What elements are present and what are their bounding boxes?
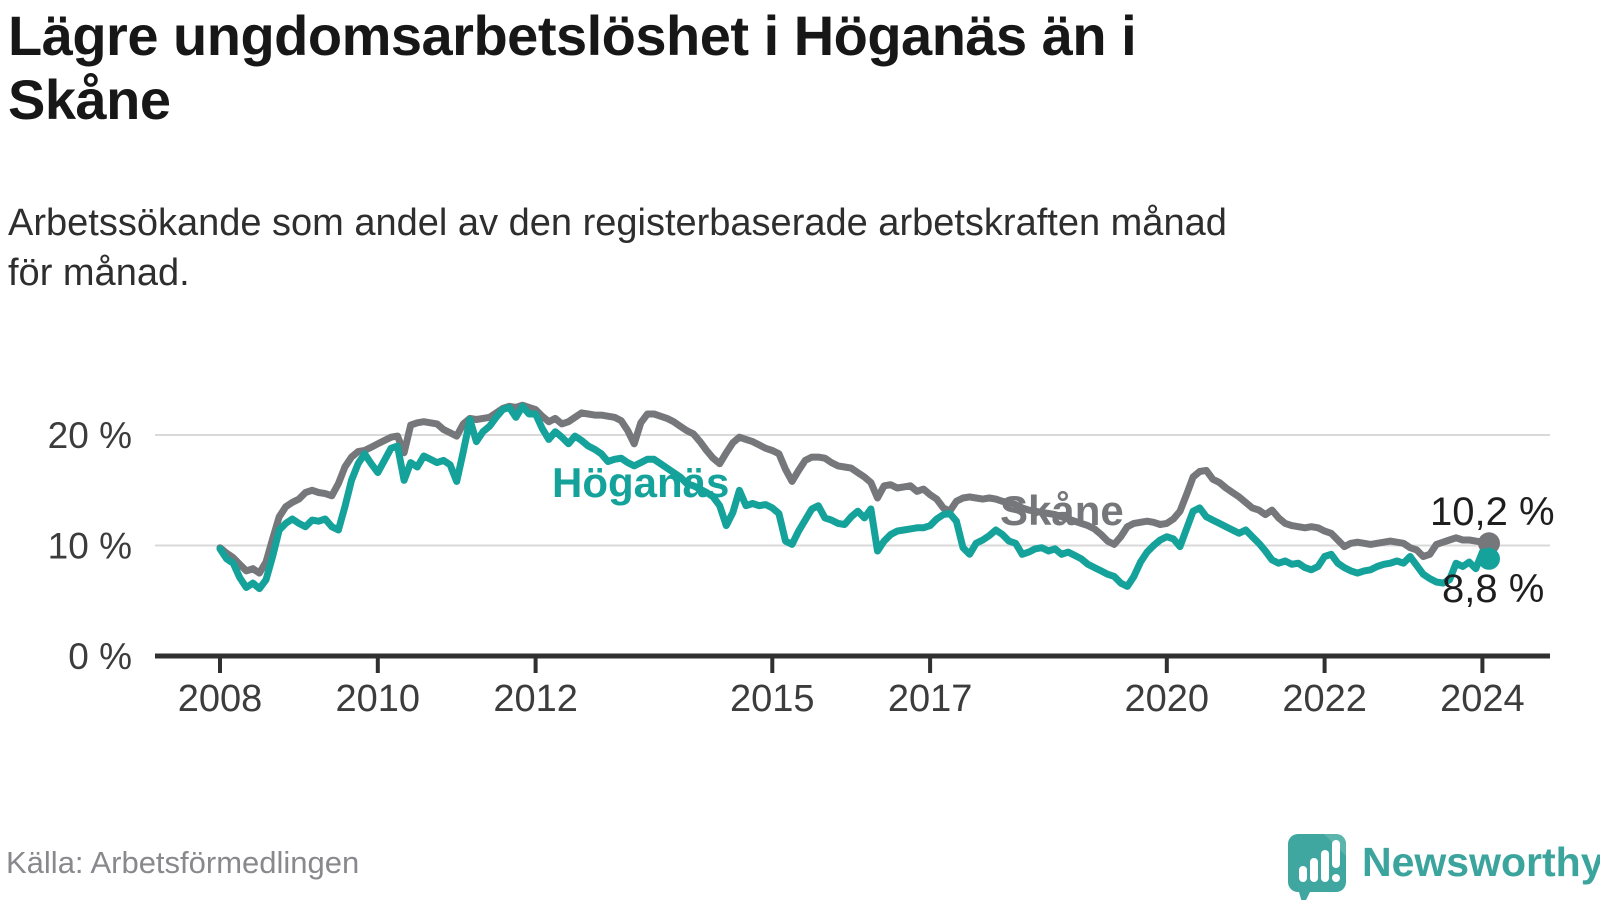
newsworthy-logo-text: Newsworthy [1362,839,1600,885]
x-tick-label: 2017 [888,678,973,720]
end-value-label-skane: 10,2 % [1430,490,1555,534]
page-title: Lägre ungdomsarbetslöshet i Höganäs än i… [8,4,1137,132]
x-axis [155,653,1550,673]
x-tick-label: 2024 [1440,678,1525,720]
x-tick-label: 2010 [336,678,421,720]
y-tick-label: 0 % [68,636,132,677]
y-axis-labels: 0 % 10 % 20 % [48,415,132,677]
y-tick-label: 20 % [48,415,132,456]
y-gridlines [155,434,1550,547]
page-subtitle: Arbetssökande som andel av den registerb… [8,198,1227,298]
end-value-label-hoganas: 8,8 % [1442,567,1545,611]
subtitle-line-1: Arbetssökande som andel av den registerb… [8,202,1227,244]
newsworthy-logo: Newsworthy [1286,832,1600,900]
title-line-1: Lägre ungdomsarbetslöshet i Höganäs än i [8,4,1137,67]
newsworthy-logo-icon [1288,834,1346,900]
x-tick-label: 2008 [178,678,263,720]
title-line-2: Skåne [8,67,171,131]
x-tick-label: 2012 [493,678,578,720]
x-tick-label: 2015 [730,678,815,720]
x-axis-labels: 2008 2010 2012 2015 2017 2020 2022 2024 [178,678,1525,720]
x-tick-label: 2022 [1282,678,1367,720]
subtitle-line-2: för månad. [8,252,190,295]
series-label-skane: Skåne [1000,487,1124,534]
series-label-hoganas: Höganäs [552,459,730,506]
series-end-dot-höganäs [1478,547,1500,570]
series-line-höganäs [216,402,1493,593]
y-tick-label: 10 % [48,526,132,567]
source-text: Källa: Arbetsförmedlingen [6,845,360,880]
series-line-skåne [216,401,1493,577]
x-tick-label: 2020 [1125,678,1210,720]
